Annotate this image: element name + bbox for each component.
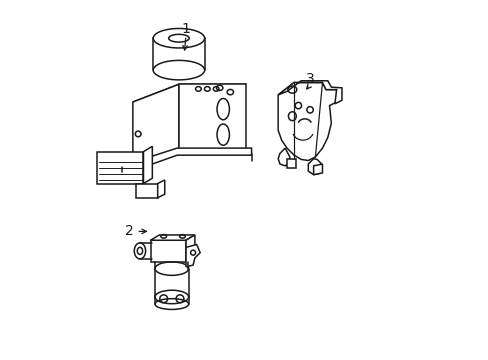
- Polygon shape: [185, 235, 195, 261]
- Polygon shape: [150, 240, 185, 261]
- Polygon shape: [136, 184, 157, 198]
- Polygon shape: [278, 82, 336, 161]
- Polygon shape: [278, 148, 289, 166]
- Polygon shape: [97, 152, 143, 184]
- Polygon shape: [133, 84, 246, 102]
- Polygon shape: [307, 159, 321, 175]
- Polygon shape: [150, 235, 195, 240]
- Polygon shape: [157, 180, 164, 198]
- Polygon shape: [179, 84, 246, 152]
- Polygon shape: [185, 244, 200, 267]
- Text: 1: 1: [181, 22, 190, 36]
- Polygon shape: [313, 164, 322, 175]
- Text: 2: 2: [124, 224, 133, 238]
- Polygon shape: [122, 148, 251, 172]
- Text: 3: 3: [305, 72, 314, 86]
- Polygon shape: [143, 146, 152, 184]
- Polygon shape: [133, 84, 179, 169]
- Polygon shape: [278, 81, 341, 104]
- Polygon shape: [286, 159, 295, 168]
